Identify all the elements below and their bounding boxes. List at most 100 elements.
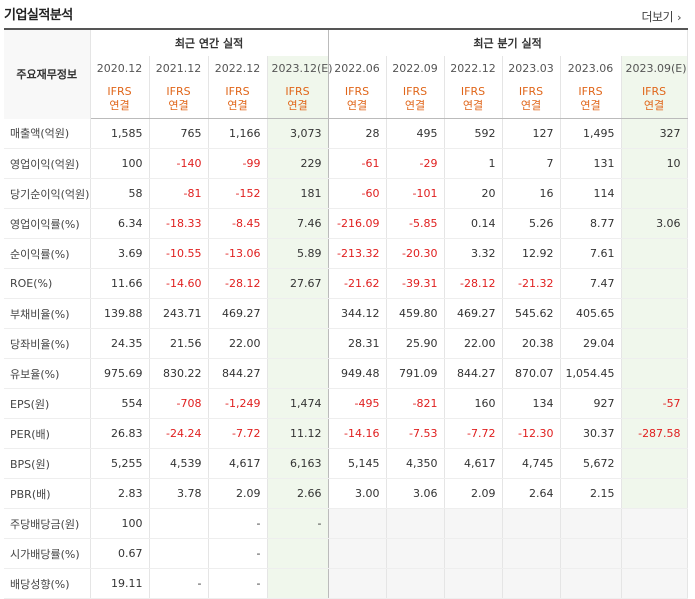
table-cell <box>444 508 503 539</box>
table-cell <box>267 538 329 569</box>
row-label: 당좌비율(%) <box>4 328 91 359</box>
table-row: 영업이익률(%) 6.34 -18.33 -8.45 7.46 -216.09 -5.85 0… <box>4 208 688 239</box>
table-row: 순이익률(%) 3.69 -10.55 -13.06 5.89 -213.32 -20.30… <box>4 238 688 269</box>
table-cell: 25.90 <box>386 328 445 359</box>
row-label: 유보율(%) <box>4 358 91 389</box>
row-label: PBR(배) <box>4 478 91 509</box>
table-row: EPS(원) 554 -708 -1,249 1,474 -495 -821 160 134 92… <box>4 388 688 419</box>
table-row: BPS(원) 5,255 4,539 4,617 6,163 5,145 4,350 4,61… <box>4 448 688 479</box>
consolidated-label: 연결 <box>643 99 665 112</box>
table-cell: 830.22 <box>149 358 209 389</box>
table-cell: 24.35 <box>90 328 150 359</box>
table-cell: 4,539 <box>149 448 209 479</box>
table-cell: -213.32 <box>328 238 387 269</box>
table-cell: 927 <box>560 388 622 419</box>
more-link[interactable]: 더보기 › <box>641 8 681 25</box>
table-cell: 554 <box>90 388 150 419</box>
consolidated-label: 연결 <box>287 99 308 112</box>
table-cell: 4,617 <box>208 448 268 479</box>
table-cell: 791.09 <box>386 358 445 389</box>
table-cell <box>328 538 387 569</box>
table-cell <box>621 358 688 389</box>
table-cell: 8.77 <box>560 208 622 239</box>
table-cell: 7.61 <box>560 238 622 269</box>
table-cell <box>560 568 622 599</box>
table-cell <box>444 538 503 569</box>
table-cell: -7.72 <box>444 418 503 449</box>
table-cell <box>621 178 688 209</box>
table-cell: -99 <box>208 148 268 179</box>
table-cell: - <box>149 568 209 599</box>
table-cell: 327 <box>621 118 688 149</box>
row-label: 배당성향(%) <box>4 568 91 599</box>
period-header: 2022.12 <box>208 56 268 80</box>
table-cell: 5,145 <box>328 448 387 479</box>
financial-table: 주요재무정보 최근 연간 실적 최근 분기 실적 2020.12 2021.12 2… <box>4 28 688 599</box>
table-cell: -140 <box>149 148 209 179</box>
accounting-basis: IFRS 연결 <box>502 80 561 119</box>
accounting-basis: IFRS 연결 <box>208 80 268 119</box>
table-row: 시가배당률(%) 0.67 - <box>4 538 688 569</box>
table-cell: 16 <box>502 178 561 209</box>
table-cell: 243.71 <box>149 298 209 329</box>
table-cell: -8.45 <box>208 208 268 239</box>
accounting-basis: IFRS 연결 <box>386 80 445 119</box>
table-cell: 344.12 <box>328 298 387 329</box>
row-label: 주당배당금(원) <box>4 508 91 539</box>
table-cell: -10.55 <box>149 238 209 269</box>
table-cell <box>621 298 688 329</box>
table-cell: 139.88 <box>90 298 150 329</box>
table-cell: 2.09 <box>444 478 503 509</box>
table-cell: - <box>208 568 268 599</box>
table-cell: -14.16 <box>328 418 387 449</box>
period-header: 2023.12(E) <box>267 56 333 80</box>
table-cell: 870.07 <box>502 358 561 389</box>
table-cell: 22.00 <box>444 328 503 359</box>
table-cell: -39.31 <box>386 268 445 299</box>
accounting-basis: IFRS 연결 <box>149 80 209 119</box>
table-cell: 592 <box>444 118 503 149</box>
table-cell <box>149 508 209 539</box>
table-cell: -29 <box>386 148 445 179</box>
row-label: ROE(%) <box>4 268 91 299</box>
table-cell: 7.47 <box>560 268 622 299</box>
table-cell: -21.62 <box>328 268 387 299</box>
table-cell: 6.34 <box>90 208 150 239</box>
table-cell <box>386 568 445 599</box>
table-cell: 4,617 <box>444 448 503 479</box>
table-cell <box>502 568 561 599</box>
ifrs-label: IFRS <box>641 85 667 98</box>
row-label: 영업이익(억원) <box>4 148 91 179</box>
more-label: 더보기 <box>641 10 674 24</box>
table-cell: 2.83 <box>90 478 150 509</box>
period-header: 2023.03 <box>502 56 561 80</box>
period-header: 2020.12 <box>90 56 150 80</box>
table-cell: 11.66 <box>90 268 150 299</box>
table-cell: 127 <box>502 118 561 149</box>
table-cell <box>621 508 688 539</box>
row-label: PER(배) <box>4 418 91 449</box>
table-cell: 0.67 <box>90 538 150 569</box>
table-cell: 134 <box>502 388 561 419</box>
table-cell: 1 <box>444 148 503 179</box>
table-cell: 1,495 <box>560 118 622 149</box>
table-cell: 3.06 <box>621 208 688 239</box>
table-cell: -28.12 <box>444 268 503 299</box>
table-cell: 28.31 <box>328 328 387 359</box>
table-cell: -28.12 <box>208 268 268 299</box>
table-cell: -12.30 <box>502 418 561 449</box>
period-header: 2022.06 <box>328 56 387 80</box>
row-label: 순이익률(%) <box>4 238 91 269</box>
table-cell: 5,255 <box>90 448 150 479</box>
table-cell: 58 <box>90 178 150 209</box>
table-cell: 26.83 <box>90 418 150 449</box>
consolidated-label: 연결 <box>346 99 368 112</box>
table-cell: -60 <box>328 178 387 209</box>
table-cell <box>502 508 561 539</box>
table-cell: - <box>208 538 268 569</box>
table-cell: 4,350 <box>386 448 445 479</box>
table-cell: 181 <box>267 178 329 209</box>
table-row: 부채비율(%) 139.88 243.71 469.27 344.12 459.80 469… <box>4 298 688 329</box>
accounting-basis: IFRS 연결 <box>328 80 387 119</box>
table-cell <box>328 508 387 539</box>
